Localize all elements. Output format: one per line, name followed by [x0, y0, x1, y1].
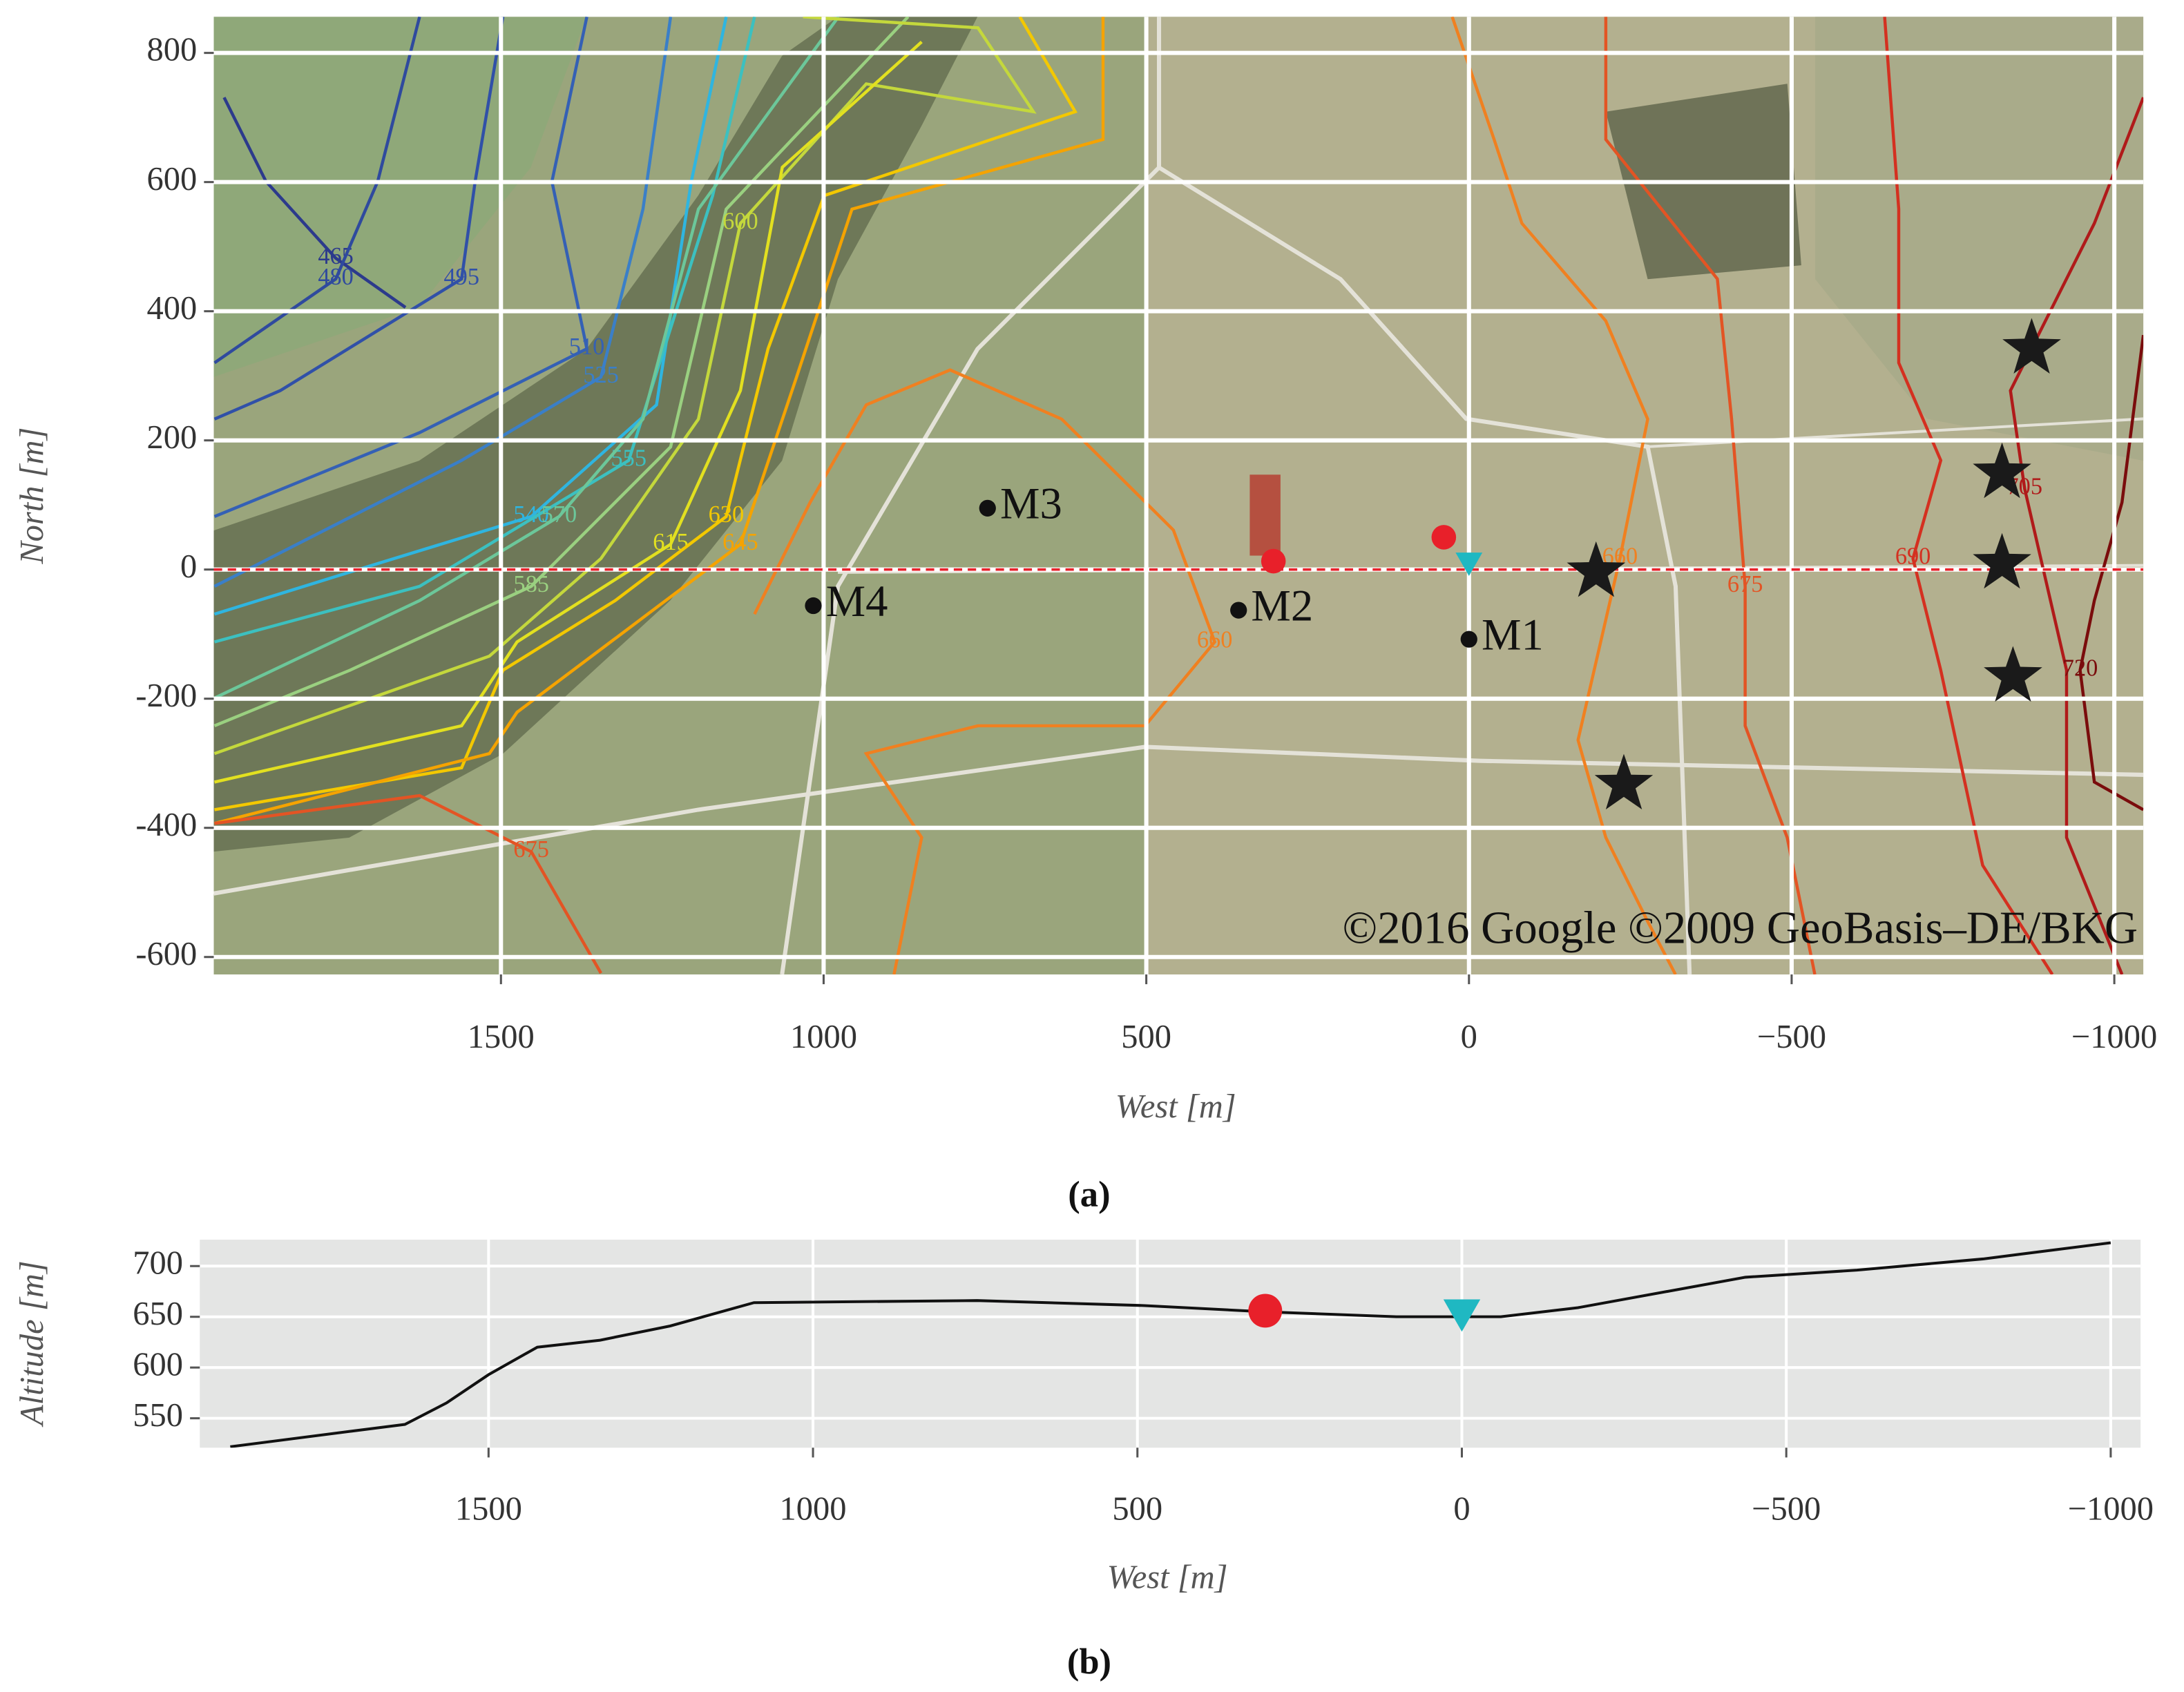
- contour-line: [213, 17, 505, 421]
- x-tick-label: −1000: [2068, 1490, 2154, 1527]
- contour-line: [213, 17, 421, 365]
- contour-line: [2078, 334, 2144, 811]
- y-tick-label: 650: [133, 1296, 183, 1332]
- marker-star: [1594, 753, 1654, 810]
- contour-line: [214, 17, 1078, 811]
- y-axis-title: North [m]: [14, 427, 50, 565]
- y-tick-label: -200: [135, 677, 197, 714]
- contour-label: 690: [1895, 544, 1931, 570]
- marker-triangle: [1455, 552, 1483, 577]
- marker-circle: [1248, 1294, 1283, 1328]
- station-point: [979, 499, 996, 517]
- marker-triangle: [1443, 1299, 1481, 1332]
- y-tick-label: 700: [133, 1244, 183, 1281]
- contour-label: 495: [444, 264, 480, 290]
- y-tick-label: 600: [133, 1346, 183, 1383]
- x-tick-label: −1000: [2071, 1019, 2157, 1055]
- caption: (b): [1067, 1642, 1111, 1682]
- contour-line: [213, 17, 1037, 756]
- contour-line: [214, 40, 923, 784]
- marker-star: [2002, 318, 2061, 374]
- profile-line: [230, 1241, 2111, 1448]
- x-tick-label: 0: [1461, 1019, 1477, 1055]
- contour-line: [213, 17, 589, 518]
- station-label: M3: [1000, 479, 1062, 528]
- plot-area: [200, 1240, 2141, 1448]
- station-point: [805, 597, 822, 615]
- contour-label: 540: [513, 501, 549, 528]
- contour-line: [213, 17, 673, 588]
- contour-line: [213, 17, 910, 728]
- y-tick-label: -400: [135, 807, 197, 843]
- station-label: M4: [826, 576, 888, 626]
- x-axis-title: West [m]: [1115, 1088, 1236, 1125]
- marker-star: [1567, 541, 1626, 597]
- contour-label: 525: [583, 362, 619, 388]
- x-tick-label: 1000: [780, 1490, 847, 1527]
- x-tick-label: −500: [1752, 1490, 1821, 1527]
- station-point: [1230, 602, 1247, 619]
- contour-line: [1604, 17, 1817, 974]
- y-tick-label: -600: [135, 936, 197, 972]
- contour-label: 630: [709, 501, 745, 528]
- contour-line: [1883, 17, 2054, 974]
- marker-circle: [1261, 548, 1286, 574]
- y-tick-label: 0: [180, 548, 197, 585]
- contour-label: 660: [1197, 626, 1233, 653]
- marker-star: [1973, 442, 2031, 499]
- contour-label: 570: [542, 501, 577, 528]
- contour-label: 615: [653, 529, 689, 555]
- contour-line: [213, 17, 756, 644]
- marker-star: [1973, 532, 2031, 589]
- contour-label: 585: [513, 571, 549, 597]
- contour-label: 645: [722, 529, 758, 555]
- plot-background: [200, 1240, 2141, 1448]
- y-tick-label: 200: [146, 419, 197, 456]
- y-axis-title: Altitude [m]: [14, 1260, 50, 1427]
- contour-line: [213, 17, 1105, 825]
- y-tick-label: 550: [133, 1397, 183, 1434]
- x-tick-label: 0: [1453, 1490, 1470, 1527]
- x-tick-label: 1000: [790, 1019, 857, 1055]
- station-label: M2: [1251, 580, 1313, 630]
- contour-label: 675: [1727, 571, 1763, 597]
- contour-label: 510: [569, 334, 605, 360]
- contour-line: [213, 17, 840, 700]
- contour-line: [753, 368, 1217, 974]
- contour-label: 480: [318, 264, 354, 290]
- x-tick-label: 1500: [468, 1019, 535, 1055]
- caption: (a): [1068, 1174, 1110, 1214]
- contour-label: 675: [513, 836, 549, 863]
- contour-line: [222, 97, 407, 309]
- station-label: M1: [1482, 610, 1544, 660]
- copyright-annotation: ©2016 Google ©2009 GeoBasis–DE/BKG: [1342, 903, 2138, 954]
- station-point: [1460, 631, 1477, 648]
- contour-line: [214, 794, 602, 974]
- x-tick-label: 500: [1121, 1019, 1171, 1055]
- y-tick-label: 400: [146, 290, 197, 327]
- contour-label: 600: [722, 208, 758, 234]
- contour-line: [2009, 97, 2144, 974]
- marker-star: [1984, 646, 2042, 702]
- contour-label: 720: [2062, 655, 2098, 681]
- x-tick-label: 500: [1112, 1490, 1162, 1527]
- y-tick-label: 600: [146, 161, 197, 198]
- x-tick-label: −500: [1757, 1019, 1826, 1055]
- x-tick-label: 1500: [455, 1490, 522, 1527]
- contour-line: [213, 17, 728, 616]
- contour-label: 465: [318, 243, 354, 269]
- y-tick-label: 800: [146, 32, 197, 68]
- marker-circle: [1431, 525, 1457, 550]
- x-axis-title: West [m]: [1107, 1559, 1228, 1595]
- satellite-background: [213, 17, 2144, 974]
